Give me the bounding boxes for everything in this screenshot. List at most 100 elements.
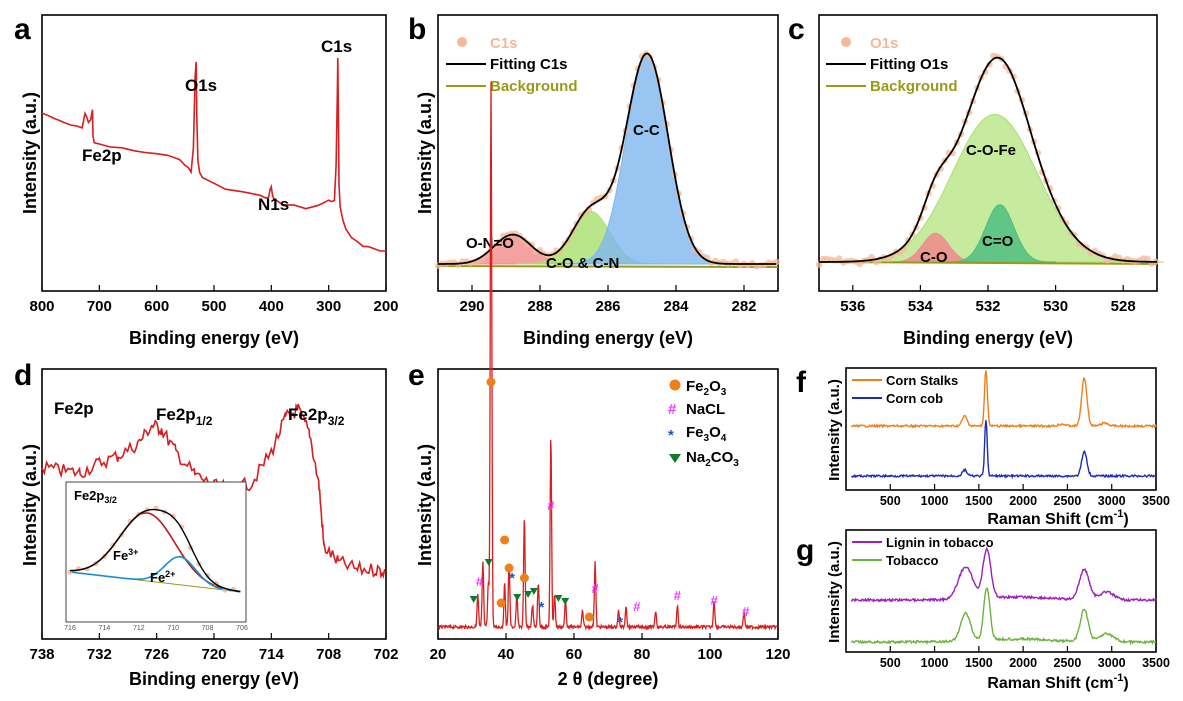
- chart-b-ylabel: Intensity (a.u.): [415, 92, 435, 214]
- inset-frame: [65, 481, 247, 623]
- e-marker-nacl-7: #: [547, 498, 555, 513]
- g-ticklabel-2: 1500: [965, 656, 993, 670]
- g-ticklabel-1: 1000: [921, 656, 949, 670]
- chart-f-series-cornstalks: [850, 370, 1157, 429]
- chart-g-xticks: 500 1000 1500 2000 2500 3000 3500: [880, 646, 1170, 670]
- g-ticklabel-4: 2500: [1054, 656, 1082, 670]
- chart-g-series-lignin: [850, 546, 1157, 603]
- b-ticklabel-4: 282: [731, 298, 756, 315]
- chart-a: 800 700 600 500 400 300 200 Fe2p O1s N1s C1s B…: [20, 14, 399, 348]
- chart-f: 500 1000 1500 2000 2500 3000 3500 Corn Stalks …: [826, 367, 1170, 528]
- chart-b-label-cocn: C-O & C-N: [546, 255, 619, 272]
- e-ticklabel-2: 60: [566, 646, 583, 663]
- chart-d-ylabel: Intensity (a.u.): [20, 444, 40, 566]
- e-marker-fe2o3-2: [504, 563, 514, 573]
- b-point-73: [732, 258, 739, 265]
- inset-fit-line: [69, 508, 241, 593]
- panel-label-a: a: [14, 13, 31, 46]
- chart-c-label-ceo: C=O: [982, 233, 1014, 250]
- d-ticklabel-5: 708: [316, 646, 341, 663]
- inset-ticklabel-0: 716: [64, 625, 76, 632]
- f-ticklabel-3: 2000: [1009, 494, 1037, 508]
- chart-d: 738 732 726 720 714 708 702 Fe2p Fe2p1/2 Fe2p3…: [20, 368, 399, 689]
- legend-b-bg: Background: [490, 78, 578, 95]
- e-marker-na2co3-19: [524, 591, 533, 598]
- chart-e-xticks: 20 40 60 80 100 120: [430, 633, 791, 663]
- d-ticklabel-1: 732: [87, 646, 112, 663]
- chart-f-ylabel: Intensity (a.u.): [826, 379, 843, 481]
- chart-e-peak-markers: # # # # # # # * * *: [469, 377, 750, 631]
- chart-g-xlabel: Raman Shift (cm-1): [987, 672, 1128, 692]
- c-ticklabel-0: 536: [840, 298, 865, 315]
- e-marker-nacl-12: #: [742, 604, 750, 619]
- e-marker-fe3o4-14: *: [538, 599, 544, 616]
- legend-g-lignin: Lignin in tobacco: [886, 535, 994, 550]
- chart-d-inset: Fe2p3/2 Fe3+ Fe2+ 716 714 712 710 708 706: [64, 481, 248, 632]
- chart-a-annot-n1s: N1s: [258, 195, 289, 214]
- a-ticklabel-5: 300: [316, 298, 341, 315]
- legend-e-fe3o4-marker: *: [668, 427, 674, 444]
- chart-e-legend: Fe2O3 # NaCL * Fe3O4 Na2CO3: [668, 378, 739, 469]
- legend-c-o1s: O1s: [870, 35, 898, 52]
- chart-d-annot-fe2p12: Fe2p1/2: [156, 405, 213, 428]
- f-ticklabel-1: 1000: [921, 494, 949, 508]
- chart-b-xticks: 290 288 286 284 282: [459, 285, 757, 315]
- panel-label-b: b: [408, 13, 426, 46]
- e-marker-nacl-9: #: [633, 599, 641, 614]
- panel-label-e: e: [408, 359, 425, 392]
- chart-c-legend: O1s Fitting O1s Background: [826, 35, 958, 95]
- e-marker-na2co3-17: [484, 559, 493, 566]
- chart-e-series-line: [437, 81, 779, 631]
- legend-e-na2co3-marker: [669, 454, 681, 463]
- chart-f-series-corncob: [851, 420, 1157, 480]
- e-marker-na2co3-20: [529, 588, 538, 595]
- inset-label-fe2: Fe2+: [150, 569, 175, 585]
- e-marker-fe3o4-13: *: [509, 570, 515, 587]
- chart-c-xticks: 536 534 532 530 528: [840, 285, 1136, 315]
- e-ticklabel-0: 20: [430, 646, 447, 663]
- chart-f-frame: [845, 367, 1157, 491]
- chart-d-xticks: 738 732 726 720 714 708 702: [29, 633, 399, 663]
- a-ticklabel-3: 500: [201, 298, 226, 315]
- e-marker-fe2o3-0: [486, 377, 496, 387]
- c-point-5: [836, 255, 843, 262]
- chart-g-ylabel: Intensity (a.u.): [826, 541, 843, 643]
- b-ticklabel-3: 284: [663, 298, 689, 315]
- legend-e-nacl: NaCL: [686, 401, 725, 418]
- c-ticklabel-4: 528: [1111, 298, 1136, 315]
- chart-b-xlabel: Binding energy (eV): [523, 328, 693, 348]
- e-ticklabel-5: 120: [765, 646, 790, 663]
- chart-c-xlabel: Binding energy (eV): [903, 328, 1073, 348]
- panel-label-g: g: [796, 534, 814, 567]
- panel-label-c: c: [788, 13, 805, 46]
- legend-b-c1s: C1s: [490, 35, 518, 52]
- e-marker-fe2o3-1: [500, 535, 510, 545]
- chart-a-xlabel: Binding energy (eV): [129, 328, 299, 348]
- e-marker-na2co3-18: [513, 594, 522, 601]
- chart-a-ylabel: Intensity (a.u.): [20, 92, 40, 214]
- chart-d-xlabel: Binding energy (eV): [129, 669, 299, 689]
- e-ticklabel-4: 100: [697, 646, 722, 663]
- chart-a-annot-o1s: O1s: [185, 76, 217, 95]
- d-ticklabel-4: 714: [259, 646, 285, 663]
- chart-e-ylabel: Intensity (a.u.): [415, 444, 435, 566]
- chart-c: 536 534 532 530 528 O1s Fitting O1s Backgrou…: [815, 14, 1164, 348]
- chart-e-frame: [437, 368, 779, 640]
- b-ticklabel-0: 290: [459, 298, 484, 315]
- e-marker-na2co3-16: [469, 596, 478, 603]
- chart-d-annot-fe2p32: Fe2p3/2: [288, 405, 345, 428]
- e-marker-nacl-10: #: [674, 588, 682, 603]
- e-marker-nacl-8: #: [591, 581, 599, 596]
- legend-e-fe3o4: Fe3O4: [686, 424, 727, 444]
- chart-c-fit-line: [819, 56, 1157, 263]
- d-ticklabel-6: 702: [373, 646, 398, 663]
- legend-b-c1s-marker: [457, 37, 467, 47]
- g-ticklabel-0: 500: [880, 656, 901, 670]
- e-marker-nacl-6: #: [476, 574, 484, 589]
- legend-e-fe2o3-marker: [669, 379, 681, 391]
- g-ticklabel-6: 3500: [1142, 656, 1170, 670]
- panel-label-f: f: [796, 366, 807, 399]
- chart-c-label-co: C-O: [920, 249, 948, 266]
- c-ticklabel-2: 532: [975, 298, 1000, 315]
- f-ticklabel-0: 500: [880, 494, 901, 508]
